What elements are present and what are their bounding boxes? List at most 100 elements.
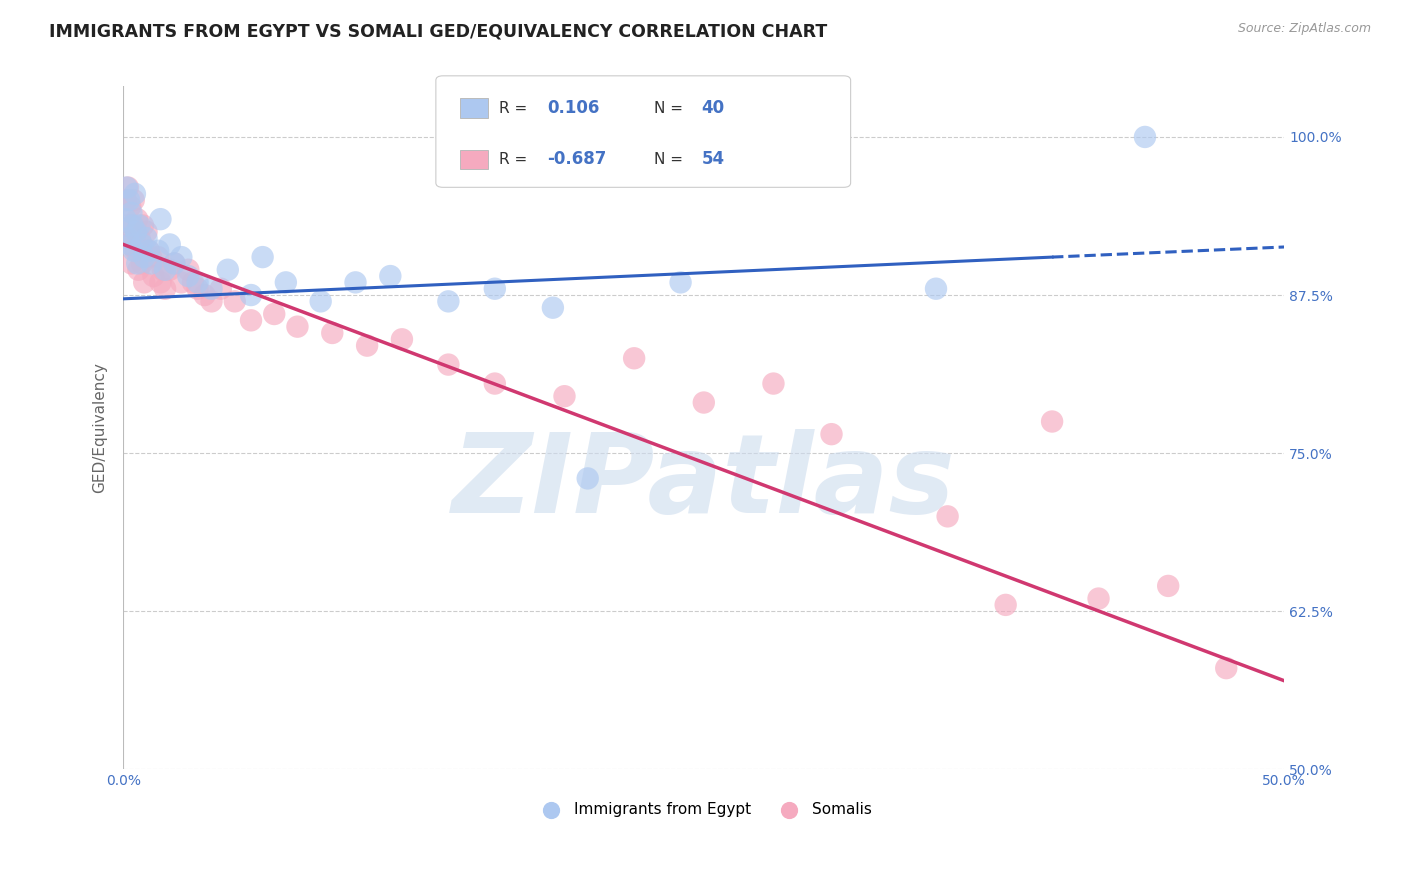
Point	[135, 231, 157, 245]
Point	[121, 219, 143, 233]
Point	[141, 250, 163, 264]
Legend: Immigrants from Egypt, Somalis: Immigrants from Egypt, Somalis	[530, 796, 879, 823]
Text: ZIPatlas: ZIPatlas	[451, 429, 956, 536]
Point	[936, 509, 959, 524]
Text: 40: 40	[702, 99, 724, 117]
Point	[187, 276, 209, 290]
Point	[120, 237, 142, 252]
Point	[125, 244, 148, 258]
Point	[1215, 661, 1237, 675]
Point	[149, 276, 172, 290]
Point	[121, 219, 143, 233]
Point	[224, 294, 246, 309]
Point	[135, 225, 157, 239]
Point	[391, 332, 413, 346]
Point	[124, 231, 146, 245]
Point	[209, 282, 232, 296]
Text: -0.687: -0.687	[547, 151, 606, 169]
Text: IMMIGRANTS FROM EGYPT VS SOMALI GED/EQUIVALENCY CORRELATION CHART: IMMIGRANTS FROM EGYPT VS SOMALI GED/EQUI…	[49, 22, 828, 40]
Point	[134, 250, 156, 264]
Point	[437, 358, 460, 372]
Point	[128, 219, 150, 233]
Point	[120, 200, 142, 214]
Point	[118, 193, 141, 207]
Point	[122, 244, 145, 258]
Text: Source: ZipAtlas.com: Source: ZipAtlas.com	[1237, 22, 1371, 36]
Text: R =: R =	[499, 101, 527, 116]
Point	[170, 250, 193, 264]
Point	[152, 262, 174, 277]
Point	[131, 237, 153, 252]
Point	[138, 244, 160, 258]
Point	[762, 376, 785, 391]
Point	[252, 250, 274, 264]
Point	[170, 276, 193, 290]
Text: N =: N =	[654, 101, 683, 116]
Point	[693, 395, 716, 409]
Point	[146, 244, 169, 258]
Point	[321, 326, 343, 340]
Point	[200, 282, 222, 296]
Point	[263, 307, 285, 321]
Point	[142, 268, 165, 283]
Point	[1133, 130, 1156, 145]
Point	[437, 294, 460, 309]
Point	[141, 256, 163, 270]
Point	[146, 250, 169, 264]
Point	[138, 244, 160, 258]
Point	[200, 294, 222, 309]
Point	[159, 262, 181, 277]
Point	[163, 256, 186, 270]
Point	[177, 262, 200, 277]
Point	[127, 212, 149, 227]
Point	[287, 319, 309, 334]
Point	[217, 262, 239, 277]
Point	[274, 276, 297, 290]
Point	[484, 282, 506, 296]
Point	[132, 219, 155, 233]
Point	[131, 256, 153, 270]
Point	[124, 186, 146, 201]
Point	[127, 262, 149, 277]
Text: 0.106: 0.106	[547, 99, 599, 117]
Point	[623, 351, 645, 366]
Point	[240, 313, 263, 327]
Point	[122, 193, 145, 207]
Point	[129, 244, 152, 258]
Point	[1087, 591, 1109, 606]
Point	[994, 598, 1017, 612]
Point	[177, 268, 200, 283]
Point	[669, 276, 692, 290]
Text: R =: R =	[499, 152, 527, 167]
Point	[159, 237, 181, 252]
Point	[541, 301, 564, 315]
Point	[344, 276, 367, 290]
Point	[115, 180, 138, 194]
Point	[1157, 579, 1180, 593]
Point	[356, 338, 378, 352]
Point	[309, 294, 332, 309]
Point	[1040, 415, 1063, 429]
Point	[125, 225, 148, 239]
Point	[163, 256, 186, 270]
Text: 54: 54	[702, 151, 724, 169]
Point	[820, 427, 842, 442]
Point	[187, 282, 209, 296]
Point	[127, 256, 149, 270]
Point	[925, 282, 948, 296]
Y-axis label: GED/Equivalency: GED/Equivalency	[93, 362, 107, 493]
Point	[153, 262, 176, 277]
Point	[193, 288, 215, 302]
Point	[120, 206, 142, 220]
Point	[120, 256, 142, 270]
Point	[484, 376, 506, 391]
Point	[134, 276, 156, 290]
Text: N =: N =	[654, 152, 683, 167]
Point	[240, 288, 263, 302]
Point	[117, 231, 139, 245]
Point	[115, 219, 138, 233]
Point	[149, 212, 172, 227]
Point	[128, 231, 150, 245]
Point	[114, 212, 136, 227]
Point	[114, 193, 136, 207]
